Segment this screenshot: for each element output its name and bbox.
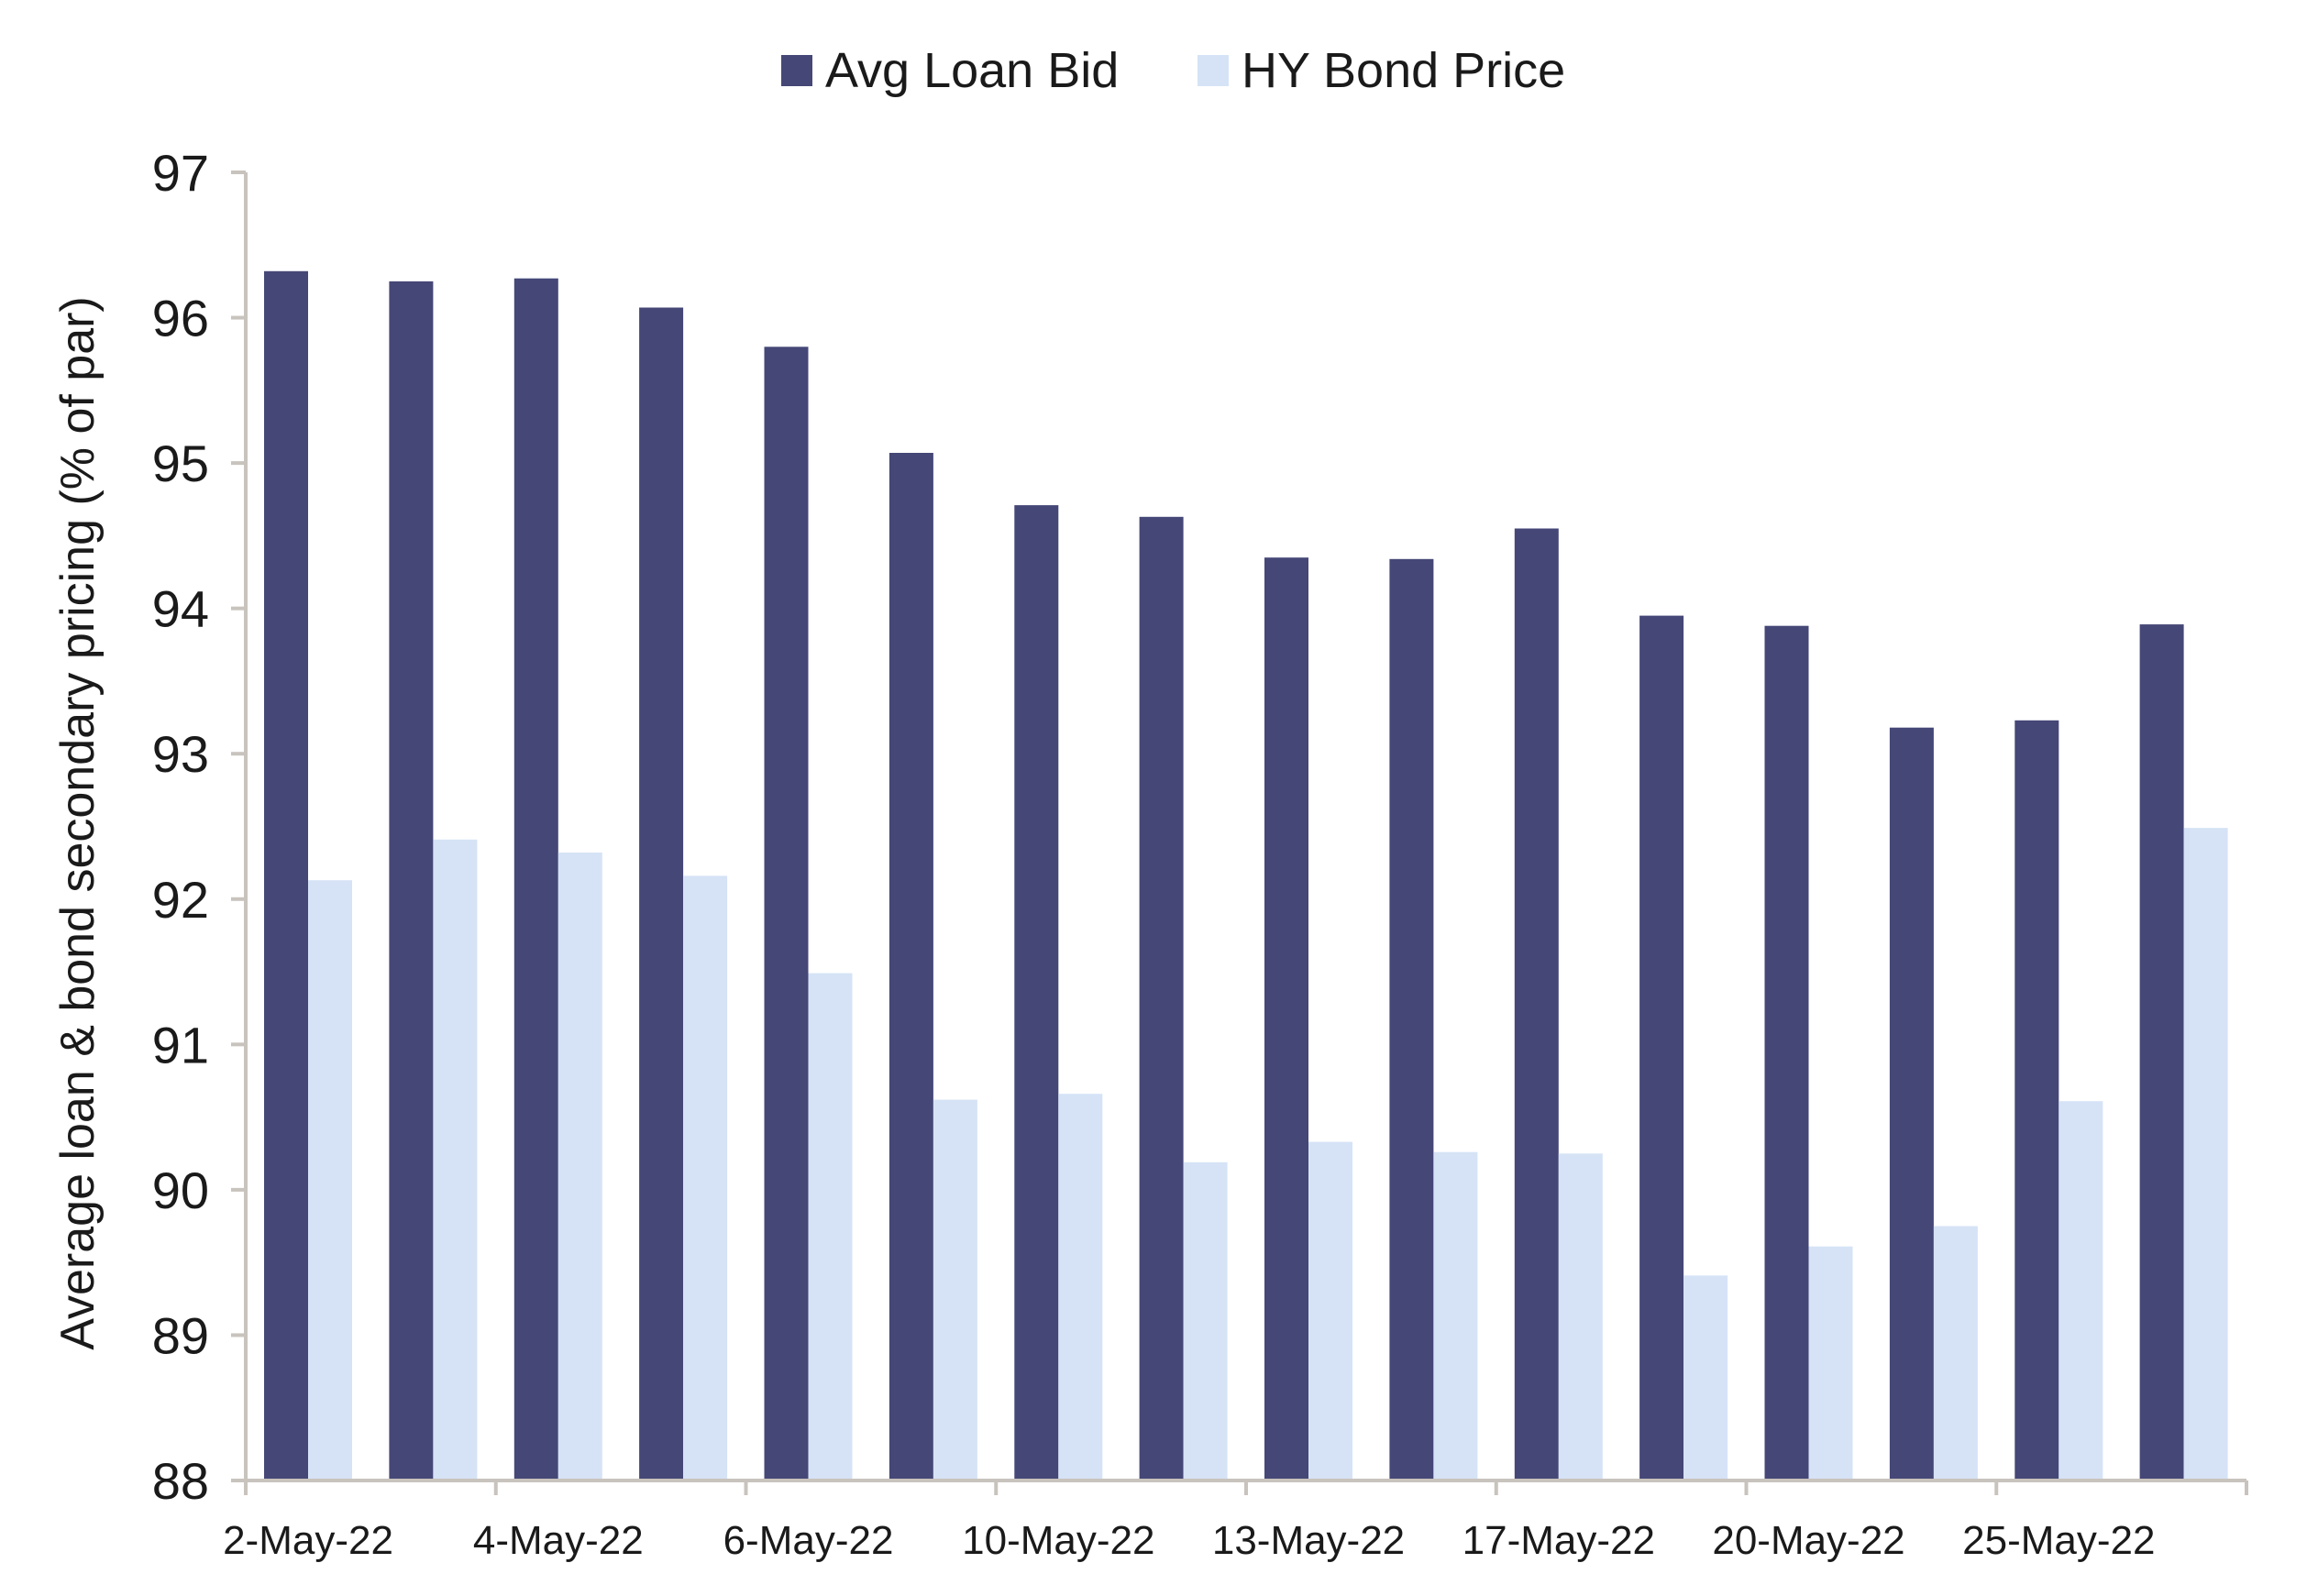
bar-hy-bond-price-12-may-22 (1183, 1161, 1228, 1480)
x-tick-labels: 2-May-22 4-May-22 6-May-22 10-May-22 13-May-… (223, 1518, 2155, 1563)
bar-hy-bond-price-4-may-22 (557, 853, 602, 1480)
bar-avg-loan-bid-9-may-22 (889, 453, 933, 1480)
bar-hy-bond-price-17-may-22 (1558, 1153, 1603, 1481)
x-tick-label-17-may-22: 17-May-22 (1463, 1518, 1655, 1563)
legend-swatch-hy-bond-price (1198, 55, 1229, 86)
bar-avg-loan-bid-12-may-22 (1139, 516, 1184, 1480)
axes-group (231, 171, 2248, 1495)
x-tick-label-10-may-22: 10-May-22 (962, 1518, 1154, 1563)
bar-avg-loan-bid-16-may-22 (1389, 558, 1434, 1480)
y-tick-label: 88 (152, 1452, 209, 1510)
bar-avg-loan-bid-20-may-22 (1764, 625, 1809, 1480)
bar-avg-loan-bid-3-may-22 (389, 281, 434, 1480)
bar-avg-loan-bid-10-may-22 (1014, 505, 1059, 1480)
y-tick-label: 96 (152, 290, 209, 347)
bar-avg-loan-bid-25-may-22 (2014, 720, 2059, 1480)
bar-hy-bond-price-16-may-22 (1433, 1151, 1478, 1480)
bar-hy-bond-price-3-may-22 (433, 839, 478, 1480)
bar-avg-loan-bid-5-may-22 (639, 307, 684, 1480)
bars-group (264, 270, 2228, 1481)
bar-hy-bond-price-2-may-22 (308, 880, 352, 1480)
y-tick-labels: 88 89 90 91 92 93 94 95 96 97 (152, 144, 209, 1510)
y-tick-label: 91 (152, 1016, 209, 1073)
x-tick-label-4-may-22: 4-May-22 (473, 1518, 644, 1563)
bar-hy-bond-price-27-may-22 (2183, 828, 2228, 1480)
bar-avg-loan-bid-13-may-22 (1264, 557, 1308, 1480)
x-tick-label-6-may-22: 6-May-22 (723, 1518, 894, 1563)
y-tick-label: 97 (152, 144, 209, 202)
bar-hy-bond-price-19-may-22 (1683, 1275, 1728, 1480)
bar-avg-loan-bid-19-may-22 (1639, 615, 1684, 1480)
legend: Avg Loan Bid HY Bond Price (781, 43, 1565, 98)
bar-hy-bond-price-10-may-22 (1058, 1094, 1103, 1480)
legend-swatch-avg-loan-bid (781, 55, 812, 86)
bar-avg-loan-bid-2-may-22 (264, 270, 308, 1480)
y-tick-label: 95 (152, 435, 209, 492)
bar-hy-bond-price-25-may-22 (2059, 1101, 2103, 1480)
bar-hy-bond-price-5-may-22 (683, 875, 728, 1480)
bar-hy-bond-price-20-may-22 (1808, 1246, 1853, 1480)
y-tick-label: 89 (152, 1306, 209, 1364)
y-tick-label: 94 (152, 580, 209, 638)
x-tick-label-25-may-22: 25-May-22 (1962, 1518, 2155, 1563)
y-tick-label: 92 (152, 871, 209, 929)
x-tick-label-20-may-22: 20-May-22 (1712, 1518, 1904, 1563)
legend-label-avg-loan-bid: Avg Loan Bid (825, 43, 1119, 98)
x-tick-label-2-may-22: 2-May-22 (223, 1518, 393, 1563)
bar-avg-loan-bid-17-may-22 (1514, 528, 1559, 1480)
bar-avg-loan-bid-24-may-22 (1889, 727, 1934, 1480)
bar-avg-loan-bid-6-may-22 (764, 347, 809, 1480)
x-tick-label-13-may-22: 13-May-22 (1212, 1518, 1405, 1563)
y-axis-title: Average loan & bond secondary pricing (%… (51, 296, 105, 1349)
bar-avg-loan-bid-4-may-22 (513, 278, 558, 1481)
bar-hy-bond-price-9-may-22 (933, 1099, 977, 1480)
bar-avg-loan-bid-27-may-22 (2139, 624, 2184, 1480)
y-tick-label: 93 (152, 725, 209, 783)
legend-label-hy-bond-price: HY Bond Price (1242, 43, 1565, 98)
y-tick-label: 90 (152, 1161, 209, 1219)
bar-hy-bond-price-24-may-22 (1933, 1226, 1978, 1480)
bar-hy-bond-price-13-may-22 (1308, 1141, 1352, 1480)
bar-hy-bond-price-6-may-22 (808, 973, 853, 1480)
